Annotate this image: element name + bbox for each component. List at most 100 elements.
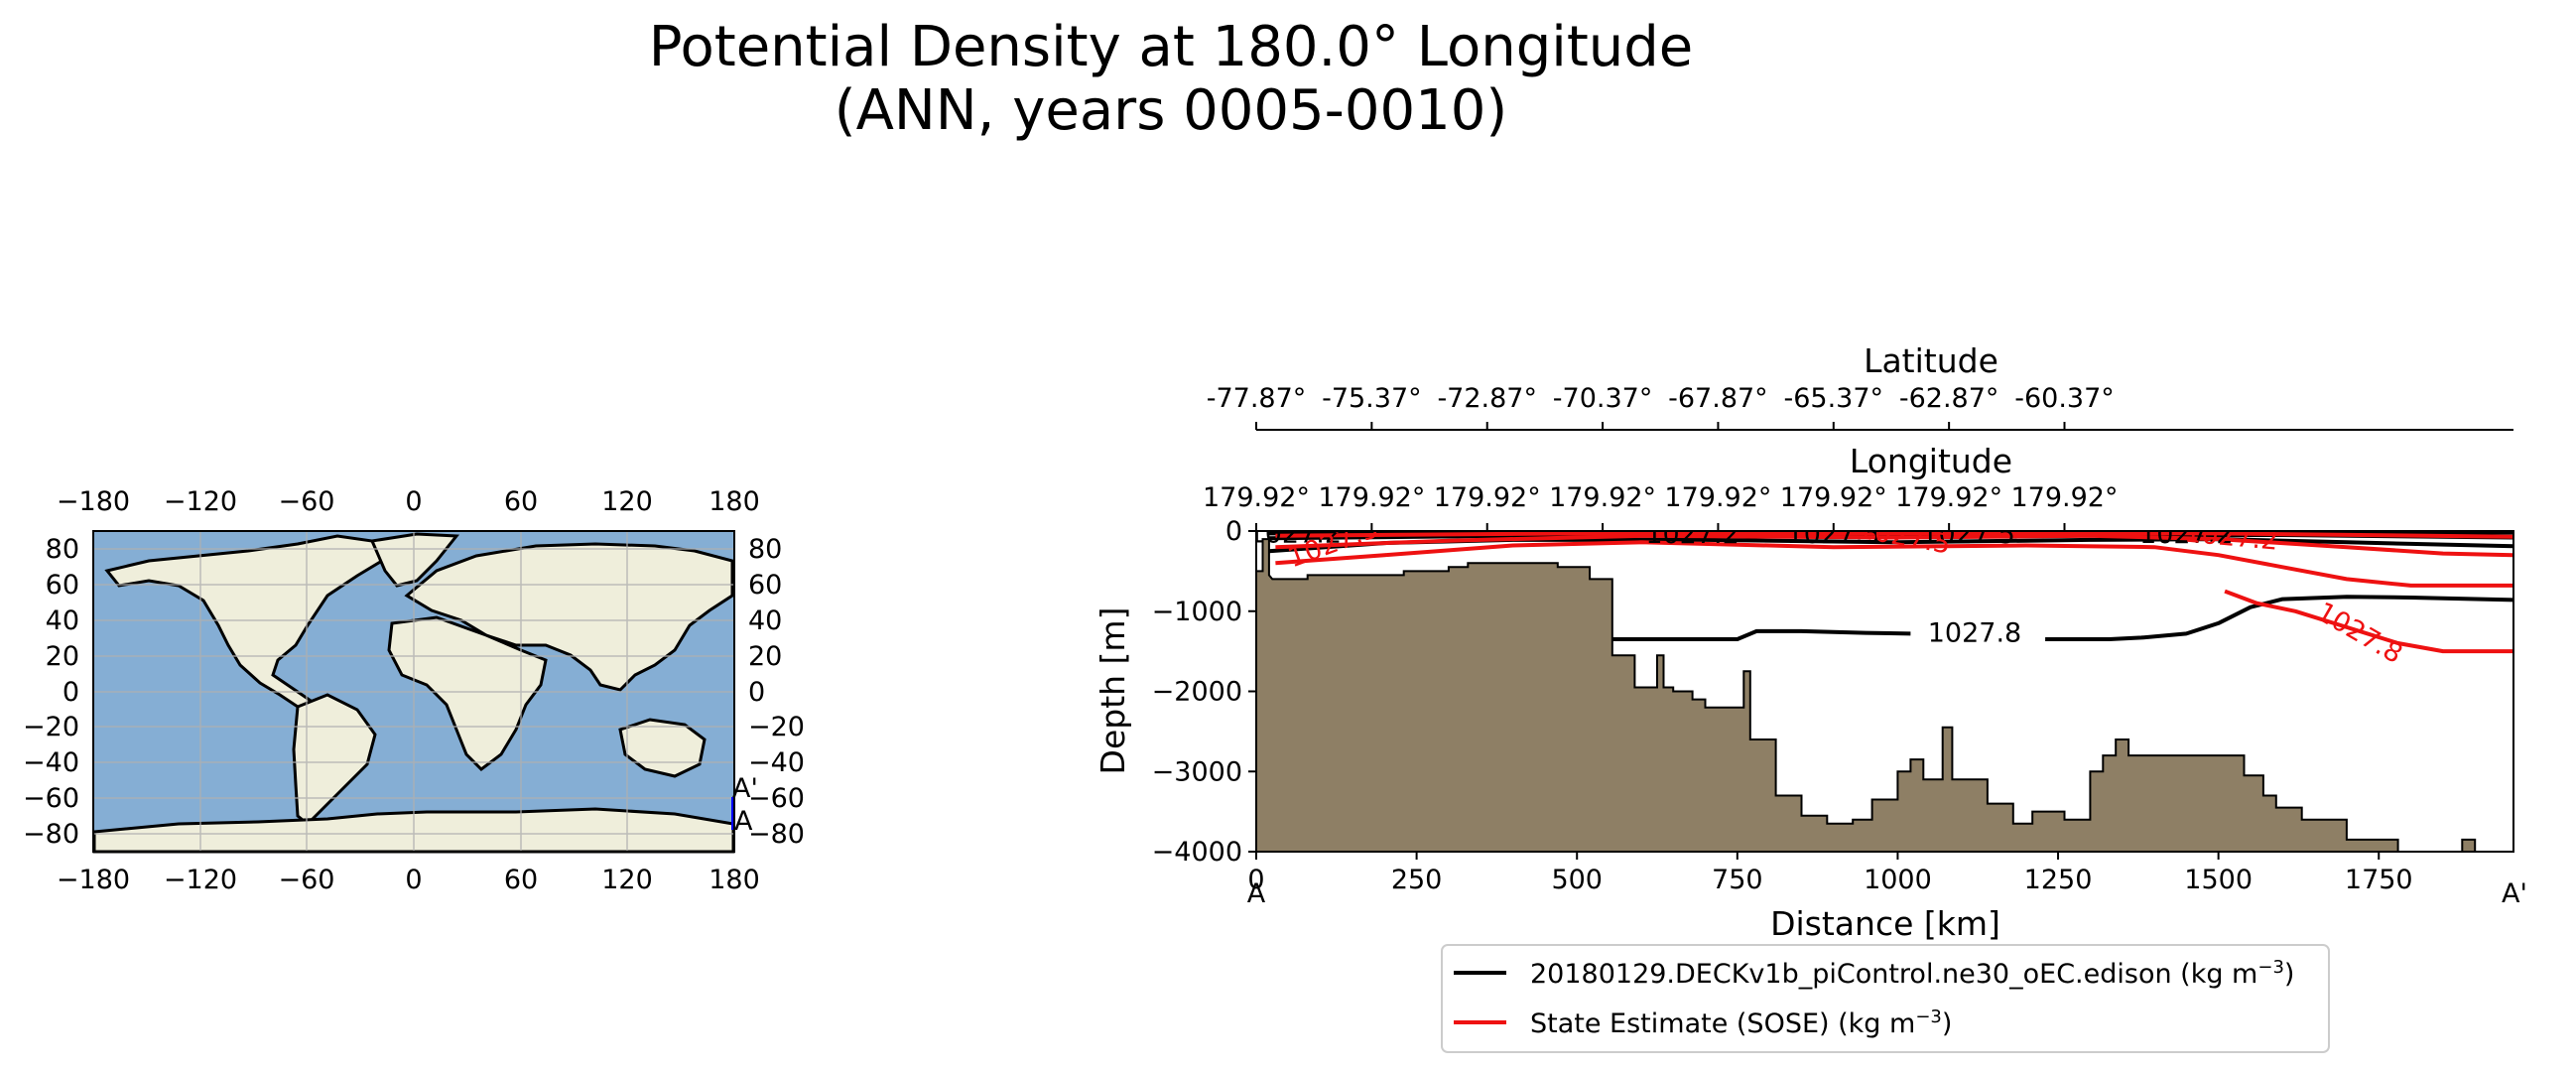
map-xtick-bottom: −60	[279, 865, 335, 895]
map-xtick-bottom: −180	[57, 865, 130, 895]
map-ytick-left: 80	[46, 534, 79, 565]
latitude-tick-label: -65.37°	[1784, 383, 1884, 414]
longitude-tick-label: 179.92°	[1434, 482, 1541, 513]
longitude-tick-label: 179.92°	[1549, 482, 1656, 513]
contour-layer	[1268, 531, 2513, 654]
map-ytick-right: 20	[748, 641, 782, 672]
map-xtick-bottom: 180	[708, 865, 760, 895]
map-xtick-bottom: 120	[601, 865, 653, 895]
longitude-tick-label: 179.92°	[1780, 482, 1887, 513]
latitude-tick-label: -72.87°	[1437, 383, 1537, 414]
y-tick-label: −3000	[1152, 756, 1242, 787]
longitude-axis-label: Longitude	[1850, 442, 2012, 480]
section-end-label: A'	[2502, 878, 2527, 909]
map-ytick-left: 20	[46, 641, 79, 672]
x-tick-label: 500	[1551, 865, 1603, 895]
map-ytick-left: −40	[23, 747, 79, 778]
x-tick-label: 0	[1247, 865, 1264, 895]
north-america-landmass	[104, 534, 390, 720]
longitude-tick-label: 179.92°	[1203, 482, 1310, 513]
section-start-label: A	[1247, 878, 1266, 909]
map-xtick-top: 60	[504, 486, 538, 517]
map-frame	[92, 530, 735, 853]
map-xtick-top: 180	[708, 486, 760, 517]
obs-contour-1027-8	[2224, 589, 2513, 654]
latitude-tick-label: -67.87°	[1668, 383, 1768, 414]
latitude-tick-label: -62.87°	[1899, 383, 1999, 414]
x-tick-label: 750	[1712, 865, 1763, 895]
obs-contour-1027-2	[1275, 533, 2513, 558]
map-ytick-right: −20	[748, 712, 805, 742]
map-xtick-top: −60	[279, 486, 335, 517]
y-tick-label: −4000	[1152, 837, 1242, 868]
legend-model-label: 20180129.DECKv1b_piControl.ne30_oEC.edis…	[1530, 957, 2294, 990]
obs-contour-1027-5	[1275, 540, 2513, 588]
x-axis-ticks: 0 250 500 750 1000 1250 1500 1750	[1247, 852, 2413, 895]
y-tick-label: −1000	[1152, 597, 1242, 627]
map-xtick-bottom: 60	[504, 865, 538, 895]
map-xtick-top: 0	[405, 486, 422, 517]
map-ytick-left: −60	[23, 783, 79, 814]
map-xtick-top: 120	[601, 486, 653, 517]
map-panel: A' A −180 −120 −60 0 60 120 180 −180 −12…	[23, 486, 805, 895]
model-contour-label: 1027.5	[1921, 519, 2014, 550]
latitude-axis-label: Latitude	[1864, 341, 1998, 380]
map-ytick-left: 60	[46, 570, 79, 601]
map-transect-end-label: A'	[732, 773, 758, 804]
model-contour-label: 1027.2	[1248, 518, 1342, 549]
map-xticks-bottom: −180 −120 −60 0 60 120 180	[57, 865, 760, 895]
latitude-tick-label: -77.87°	[1207, 383, 1307, 414]
map-xtick-top: −120	[164, 486, 237, 517]
latitude-tick-label: -75.37°	[1322, 383, 1422, 414]
y-tick-label: 0	[1225, 516, 1242, 547]
latitude-tick-label: -60.37°	[2014, 383, 2115, 414]
legend-box	[1441, 944, 2330, 1053]
map-ytick-right: 60	[748, 570, 782, 601]
latitude-tick-label: -70.37°	[1553, 383, 1653, 414]
model-contour-label: 1027.2	[1645, 519, 1739, 550]
y-axis-label: Depth [m]	[1094, 607, 1132, 775]
map-xtick-top: −180	[57, 486, 130, 517]
map-ytick-left: 40	[46, 605, 79, 636]
x-tick-label: 1250	[2024, 865, 2093, 895]
bathymetry-layer	[1256, 538, 2513, 852]
y-axis-ticks: 0 −1000 −2000 −3000 −4000	[1152, 516, 1256, 868]
map-ytick-left: −80	[23, 819, 79, 850]
map-ytick-right: 40	[748, 605, 782, 636]
map-yticks-right: 80 60 40 20 0 −20 −40 −60 −80	[748, 534, 805, 850]
map-ytick-right: −40	[748, 747, 805, 778]
map-xticks-top: −180 −120 −60 0 60 120 180	[57, 486, 760, 517]
map-ytick-right: −80	[748, 819, 805, 850]
map-ytick-right: 0	[748, 677, 765, 708]
bathymetry-area	[1256, 538, 2513, 852]
longitude-tick-label: 179.92°	[1895, 482, 2002, 513]
bathymetry-seamount	[2461, 838, 2477, 852]
map-ytick-right: 80	[748, 534, 782, 565]
figure-title-line1: Potential Density at 180.0° Longitude	[649, 15, 1694, 79]
x-tick-label: 1750	[2345, 865, 2413, 895]
map-yticks-left: 80 60 40 20 0 −20 −40 −60 −80	[23, 534, 79, 850]
x-tick-label: 250	[1391, 865, 1443, 895]
x-tick-label: 1500	[2184, 865, 2253, 895]
map-transect-start-label: A	[734, 806, 753, 837]
longitude-tick-label: 179.92°	[2011, 482, 2119, 513]
figure-title-line2: (ANN, years 0005-0010)	[835, 78, 1508, 143]
latitude-ticks: -77.87° -75.37° -72.87° -70.37° -67.87° -65.3…	[1207, 383, 2115, 430]
model-contour-label: 1027.5	[1787, 519, 1880, 550]
model-contour-label: 1027.2	[2139, 519, 2233, 550]
longitude-tick-label: 179.92°	[1318, 482, 1425, 513]
x-tick-label: 1000	[1864, 865, 1932, 895]
map-xtick-bottom: −120	[164, 865, 237, 895]
model-contour-label: 1027.8	[1928, 618, 2021, 649]
map-ytick-right: −60	[748, 783, 805, 814]
legend: 20180129.DECKv1b_piControl.ne30_oEC.edis…	[1441, 944, 2330, 1053]
section-panel: Latitude -77.87° -75.37° -72.87° -70.37° -67…	[1094, 341, 2527, 943]
map-ytick-left: 0	[63, 677, 79, 708]
longitude-ticks: 179.92° 179.92° 179.92° 179.92° 179.92° 179.9…	[1203, 482, 2118, 531]
obs-contour-1027	[1275, 531, 2513, 539]
model-contour-1027-8	[1611, 628, 1911, 641]
x-axis-label: Distance [km]	[1770, 904, 2000, 943]
map-ytick-left: −20	[23, 712, 79, 742]
